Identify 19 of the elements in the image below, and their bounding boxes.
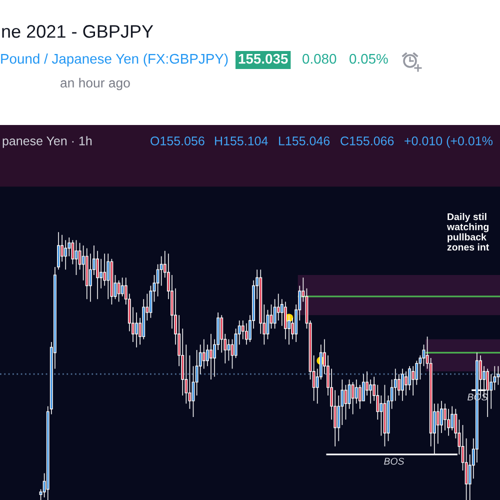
chart-title: ne 2021 - GBPJPY — [2, 25, 154, 38]
chart-subtitle: Pound / Japanese Yen (FX:GBPJPY) — [1, 54, 228, 66]
text: 155.035 — [238, 54, 288, 64]
candlestick — [401, 368, 404, 402]
text: H155.104 — [215, 136, 268, 146]
text: 0.080 — [302, 54, 336, 64]
candlestick — [486, 368, 490, 418]
candlestick — [85, 248, 88, 300]
text: +0.010 (+0.01% — [404, 136, 493, 148]
candlestick — [210, 334, 212, 380]
text: panese Yen · 1h — [2, 136, 92, 148]
text: C155.066 — [340, 136, 394, 146]
candlestick — [351, 382, 354, 415]
annotation: Daily stil watching pullback zones int — [446, 213, 490, 251]
text: 0.05% — [350, 54, 388, 64]
text: L155.046 — [279, 136, 330, 146]
annotation: BOS — [384, 458, 404, 465]
text: O155.056 — [150, 136, 204, 146]
text: an hour ago — [60, 78, 130, 90]
